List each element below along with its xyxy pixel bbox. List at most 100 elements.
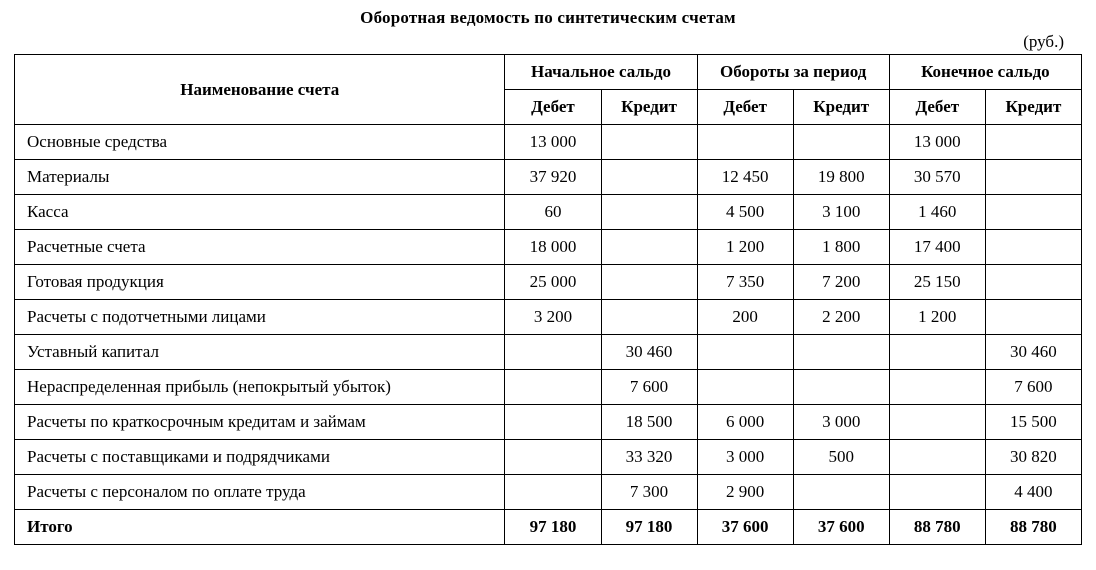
value-cell: 97 180 xyxy=(601,510,697,545)
value-cell: 17 400 xyxy=(889,230,985,265)
value-cell xyxy=(985,230,1081,265)
value-cell: 30 570 xyxy=(889,160,985,195)
unit-label: (руб.) xyxy=(14,32,1082,52)
value-cell xyxy=(985,265,1081,300)
value-cell xyxy=(889,440,985,475)
value-cell xyxy=(601,300,697,335)
col-group-closing: Конечное сальдо xyxy=(889,55,1081,90)
table-row: Нераспределенная прибыль (непокрытый убы… xyxy=(15,370,1082,405)
account-name-cell: Расчеты по краткосрочным кредитам и займ… xyxy=(15,405,505,440)
value-cell: 13 000 xyxy=(889,125,985,160)
value-cell xyxy=(505,440,601,475)
turnover-table: Наименование счета Начальное сальдо Обор… xyxy=(14,54,1082,545)
header-row-1: Наименование счета Начальное сальдо Обор… xyxy=(15,55,1082,90)
value-cell: 2 900 xyxy=(697,475,793,510)
value-cell: 25 150 xyxy=(889,265,985,300)
value-cell: 4 500 xyxy=(697,195,793,230)
value-cell: 3 200 xyxy=(505,300,601,335)
value-cell: 30 460 xyxy=(985,335,1081,370)
value-cell: 500 xyxy=(793,440,889,475)
value-cell: 37 920 xyxy=(505,160,601,195)
account-name-cell: Расчеты с поставщиками и подрядчиками xyxy=(15,440,505,475)
table-row: Расчеты с поставщиками и подрядчиками 33 … xyxy=(15,440,1082,475)
value-cell xyxy=(985,195,1081,230)
value-cell: 2 200 xyxy=(793,300,889,335)
value-cell: 18 000 xyxy=(505,230,601,265)
value-cell: 13 000 xyxy=(505,125,601,160)
value-cell: 1 460 xyxy=(889,195,985,230)
col-close-debit: Дебет xyxy=(889,90,985,125)
col-close-credit: Кредит xyxy=(985,90,1081,125)
value-cell xyxy=(889,370,985,405)
value-cell: 18 500 xyxy=(601,405,697,440)
value-cell: 3 100 xyxy=(793,195,889,230)
col-turn-credit: Кредит xyxy=(793,90,889,125)
value-cell: 1 200 xyxy=(889,300,985,335)
value-cell: 97 180 xyxy=(505,510,601,545)
col-turn-debit: Дебет xyxy=(697,90,793,125)
value-cell: 7 600 xyxy=(985,370,1081,405)
value-cell: 19 800 xyxy=(793,160,889,195)
value-cell xyxy=(985,125,1081,160)
value-cell: 30 460 xyxy=(601,335,697,370)
value-cell: 60 xyxy=(505,195,601,230)
value-cell xyxy=(697,335,793,370)
account-name-cell: Расчетные счета xyxy=(15,230,505,265)
value-cell: 37 600 xyxy=(697,510,793,545)
account-name-cell: Итого xyxy=(15,510,505,545)
value-cell xyxy=(889,475,985,510)
value-cell: 33 320 xyxy=(601,440,697,475)
value-cell xyxy=(505,475,601,510)
value-cell xyxy=(985,300,1081,335)
value-cell xyxy=(889,335,985,370)
value-cell: 7 300 xyxy=(601,475,697,510)
table-row: Готовая продукция25 0007 3507 20025 150 xyxy=(15,265,1082,300)
account-name-cell: Расчеты с персоналом по оплате труда xyxy=(15,475,505,510)
col-open-debit: Дебет xyxy=(505,90,601,125)
value-cell xyxy=(985,160,1081,195)
value-cell xyxy=(505,370,601,405)
col-open-credit: Кредит xyxy=(601,90,697,125)
account-name-cell: Уставный капитал xyxy=(15,335,505,370)
value-cell xyxy=(601,125,697,160)
value-cell: 7 350 xyxy=(697,265,793,300)
value-cell xyxy=(697,370,793,405)
value-cell xyxy=(601,265,697,300)
value-cell xyxy=(505,335,601,370)
value-cell: 12 450 xyxy=(697,160,793,195)
value-cell: 200 xyxy=(697,300,793,335)
value-cell: 1 800 xyxy=(793,230,889,265)
total-row: Итого97 18097 18037 60037 60088 78088 78… xyxy=(15,510,1082,545)
value-cell xyxy=(889,405,985,440)
col-group-opening: Начальное сальдо xyxy=(505,55,697,90)
value-cell: 3 000 xyxy=(697,440,793,475)
account-name-cell: Основные средства xyxy=(15,125,505,160)
col-group-turnover: Обороты за период xyxy=(697,55,889,90)
value-cell: 7 200 xyxy=(793,265,889,300)
value-cell xyxy=(793,475,889,510)
value-cell xyxy=(793,125,889,160)
account-name-cell: Касса xyxy=(15,195,505,230)
table-row: Материалы37 920 12 45019 80030 570 xyxy=(15,160,1082,195)
value-cell: 15 500 xyxy=(985,405,1081,440)
account-name-cell: Материалы xyxy=(15,160,505,195)
table-row: Уставный капитал 30 460 30 460 xyxy=(15,335,1082,370)
value-cell: 4 400 xyxy=(985,475,1081,510)
value-cell xyxy=(601,195,697,230)
account-name-cell: Готовая продукция xyxy=(15,265,505,300)
value-cell: 37 600 xyxy=(793,510,889,545)
table-row: Расчетные счета18 000 1 2001 80017 400 xyxy=(15,230,1082,265)
value-cell: 88 780 xyxy=(889,510,985,545)
col-account-name: Наименование счета xyxy=(15,55,505,125)
value-cell: 30 820 xyxy=(985,440,1081,475)
value-cell xyxy=(601,230,697,265)
account-name-cell: Расчеты с подотчетными лицами xyxy=(15,300,505,335)
value-cell xyxy=(505,405,601,440)
value-cell xyxy=(793,370,889,405)
table-row: Расчеты с персоналом по оплате труда 7 30… xyxy=(15,475,1082,510)
table-row: Расчеты с подотчетными лицами3 200 2002 2… xyxy=(15,300,1082,335)
value-cell: 1 200 xyxy=(697,230,793,265)
value-cell: 88 780 xyxy=(985,510,1081,545)
value-cell xyxy=(697,125,793,160)
page-title: Оборотная ведомость по синтетическим сче… xyxy=(14,8,1082,28)
